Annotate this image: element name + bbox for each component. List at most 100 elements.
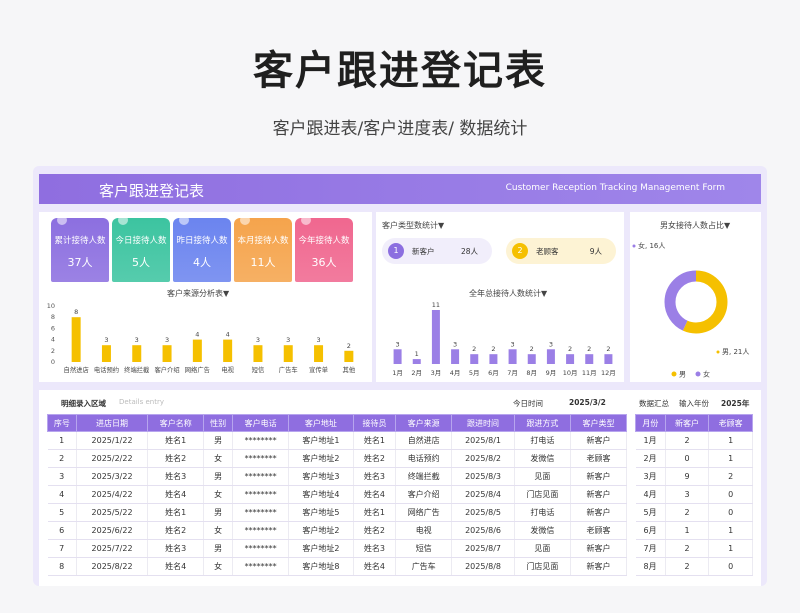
detail-cell[interactable]: 男	[203, 539, 234, 558]
detail-cell[interactable]: 老顾客	[570, 521, 628, 540]
detail-cell[interactable]: 姓名3	[353, 467, 397, 486]
detail-cell[interactable]: 2025/8/8	[451, 557, 515, 576]
detail-cell[interactable]: ********	[232, 539, 290, 558]
detail-cell[interactable]: 1	[47, 431, 77, 450]
detail-cell[interactable]: 新客户	[570, 539, 628, 558]
detail-cell[interactable]: 终端拦截	[395, 467, 453, 486]
detail-cell[interactable]: 6	[47, 521, 77, 540]
detail-cell[interactable]: 客户地址2	[288, 521, 354, 540]
detail-cell[interactable]: 男	[203, 467, 234, 486]
summary-table-row[interactable]: 8月 2 0	[635, 557, 753, 576]
detail-cell[interactable]: 4	[47, 485, 77, 504]
detail-cell[interactable]: 2025/7/22	[76, 539, 149, 558]
detail-cell[interactable]: 2025/1/22	[76, 431, 149, 450]
detail-cell[interactable]: 见面	[514, 467, 571, 486]
detail-cell[interactable]: 2025/8/4	[451, 485, 515, 504]
summary-cell[interactable]: 3	[665, 485, 710, 504]
monthly-chart-title[interactable]: 全年总接待人数统计▼	[469, 289, 548, 298]
detail-cell[interactable]: 2025/6/22	[76, 521, 149, 540]
detail-cell[interactable]: 新客户	[570, 467, 628, 486]
summary-cell[interactable]: 2	[665, 557, 710, 576]
detail-cell[interactable]: 新客户	[570, 485, 628, 504]
detail-table-row[interactable]: 8 2025/8/22 姓名4 女 ******** 客户地址8 姓名4 广告车 2025/8/…	[47, 557, 628, 576]
detail-cell[interactable]: 见面	[514, 539, 571, 558]
detail-cell[interactable]: ********	[232, 503, 290, 522]
detail-cell[interactable]: ********	[232, 467, 290, 486]
detail-cell[interactable]: 2025/3/22	[76, 467, 149, 486]
detail-cell[interactable]: 女	[203, 449, 234, 468]
detail-cell[interactable]: 2025/8/3	[451, 467, 515, 486]
summary-cell[interactable]: 8月	[635, 557, 666, 576]
detail-cell[interactable]: 客户地址5	[288, 503, 354, 522]
detail-cell[interactable]: 客户地址3	[288, 467, 354, 486]
summary-cell[interactable]: 2	[665, 503, 710, 522]
detail-cell[interactable]: 打电话	[514, 503, 571, 522]
detail-table-row[interactable]: 4 2025/4/22 姓名4 女 ******** 客户地址4 姓名4 客户介绍 2025/8…	[47, 485, 628, 504]
detail-cell[interactable]: 男	[203, 503, 234, 522]
detail-cell[interactable]: 姓名3	[353, 539, 397, 558]
detail-cell[interactable]: 发微信	[514, 449, 571, 468]
summary-cell[interactable]: 1月	[635, 431, 666, 450]
detail-cell[interactable]: 姓名4	[147, 557, 205, 576]
detail-cell[interactable]: 新客户	[570, 431, 628, 450]
detail-cell[interactable]: 自然进店	[395, 431, 453, 450]
summary-table-row[interactable]: 1月 2 1	[635, 431, 753, 450]
detail-cell[interactable]: 客户介绍	[395, 485, 453, 504]
summary-cell[interactable]: 2月	[635, 449, 666, 468]
summary-cell[interactable]: 5月	[635, 503, 666, 522]
detail-table-row[interactable]: 1 2025/1/22 姓名1 男 ******** 客户地址1 姓名1 自然进店 2025/8…	[47, 431, 628, 450]
detail-table-row[interactable]: 2 2025/2/22 姓名2 女 ******** 客户地址2 姓名2 电话预约 2025/8…	[47, 449, 628, 468]
detail-cell[interactable]: 姓名2	[147, 521, 205, 540]
summary-table-row[interactable]: 7月 2 1	[635, 539, 753, 558]
detail-cell[interactable]: 姓名4	[353, 557, 397, 576]
detail-cell[interactable]: 2025/8/22	[76, 557, 149, 576]
summary-cell[interactable]: 0	[665, 449, 710, 468]
summary-cell[interactable]: 1	[708, 539, 753, 558]
detail-cell[interactable]: 姓名1	[353, 503, 397, 522]
detail-cell[interactable]: 客户地址4	[288, 485, 354, 504]
detail-cell[interactable]: 发微信	[514, 521, 571, 540]
detail-cell[interactable]: ********	[232, 485, 290, 504]
detail-cell[interactable]: 广告车	[395, 557, 453, 576]
detail-cell[interactable]: 客户地址2	[288, 539, 354, 558]
detail-cell[interactable]: 网络广告	[395, 503, 453, 522]
summary-table-row[interactable]: 4月 3 0	[635, 485, 753, 504]
detail-cell[interactable]: 姓名4	[147, 485, 205, 504]
detail-cell[interactable]: 女	[203, 521, 234, 540]
detail-cell[interactable]: 2025/8/5	[451, 503, 515, 522]
summary-cell[interactable]: 0	[708, 557, 753, 576]
detail-cell[interactable]: ********	[232, 431, 290, 450]
detail-cell[interactable]: ********	[232, 449, 290, 468]
detail-cell[interactable]: 2025/8/2	[451, 449, 515, 468]
detail-cell[interactable]: ********	[232, 557, 290, 576]
detail-cell[interactable]: ********	[232, 521, 290, 540]
detail-cell[interactable]: 姓名2	[353, 521, 397, 540]
detail-table-row[interactable]: 3 2025/3/22 姓名3 男 ******** 客户地址3 姓名3 终端拦截 2025/8…	[47, 467, 628, 486]
summary-cell[interactable]: 1	[708, 431, 753, 450]
detail-cell[interactable]: 女	[203, 557, 234, 576]
detail-table-row[interactable]: 5 2025/5/22 姓名1 男 ******** 客户地址5 姓名1 网络广告 2025/8…	[47, 503, 628, 522]
detail-cell[interactable]: 2025/5/22	[76, 503, 149, 522]
detail-cell[interactable]: 姓名3	[147, 539, 205, 558]
summary-cell[interactable]: 2	[665, 431, 710, 450]
detail-cell[interactable]: 男	[203, 431, 234, 450]
detail-cell[interactable]: 5	[47, 503, 77, 522]
detail-cell[interactable]: 打电话	[514, 431, 571, 450]
summary-table-row[interactable]: 3月 9 2	[635, 467, 753, 486]
summary-table-row[interactable]: 6月 1 1	[635, 521, 753, 540]
detail-cell[interactable]: 姓名1	[353, 431, 397, 450]
summary-cell[interactable]: 1	[708, 449, 753, 468]
detail-cell[interactable]: 女	[203, 485, 234, 504]
detail-cell[interactable]: 7	[47, 539, 77, 558]
detail-cell[interactable]: 2025/4/22	[76, 485, 149, 504]
source-chart-title[interactable]: 客户来源分析表▼	[167, 289, 230, 298]
detail-cell[interactable]: 电视	[395, 521, 453, 540]
detail-cell[interactable]: 姓名1	[147, 431, 205, 450]
detail-cell[interactable]: 姓名2	[353, 449, 397, 468]
summary-cell[interactable]: 9	[665, 467, 710, 486]
summary-table-row[interactable]: 5月 2 0	[635, 503, 753, 522]
customer-type-title[interactable]: 客户类型数统计▼	[382, 221, 445, 230]
summary-cell[interactable]: 4月	[635, 485, 666, 504]
detail-cell[interactable]: 姓名3	[147, 467, 205, 486]
detail-cell[interactable]: 姓名2	[147, 449, 205, 468]
